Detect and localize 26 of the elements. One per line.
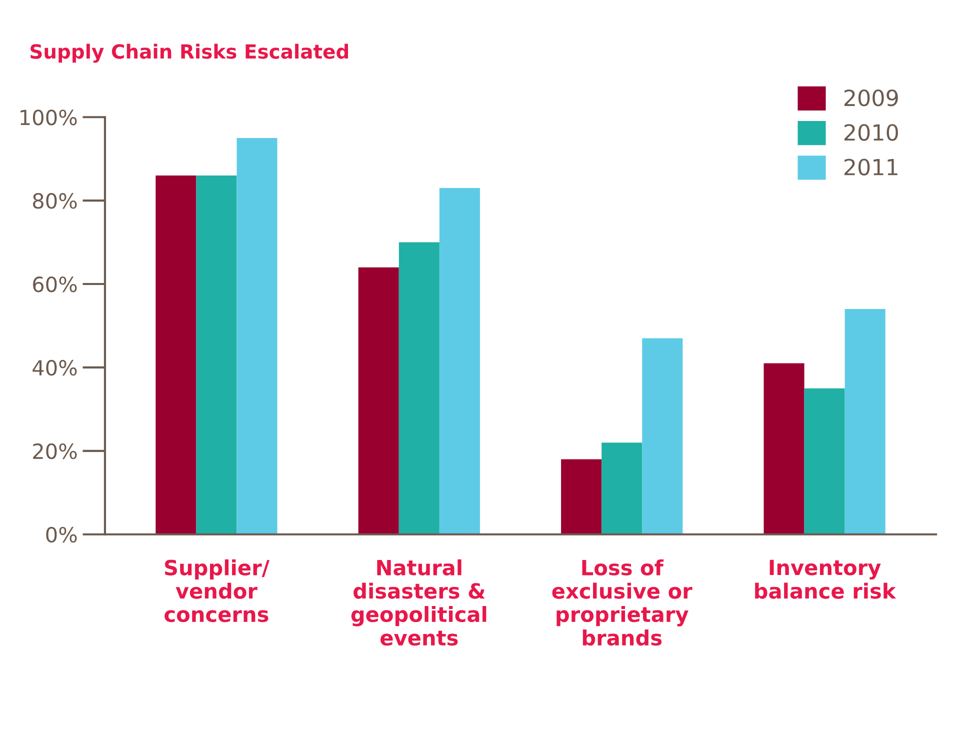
bar: [804, 388, 845, 534]
y-tick-label: 60%: [33, 276, 77, 292]
y-tick-label: 40%: [32, 360, 77, 376]
legend-label: 2011: [844, 158, 898, 176]
y-tick-label: 0%: [46, 526, 77, 543]
x-tick-label: Loss of exclusive or proprietary brands: [552, 559, 692, 646]
bar: [196, 176, 237, 534]
bar: [439, 188, 480, 534]
x-tick-label: Natural disasters & geopolitical events: [351, 559, 486, 646]
bar: [764, 363, 804, 534]
bar: [642, 338, 683, 534]
bar: [358, 267, 399, 534]
bar: [236, 138, 278, 534]
legend-label: 2010: [844, 124, 898, 141]
y-tick-label: 20%: [33, 443, 77, 460]
bar: [398, 242, 440, 534]
bar: [602, 442, 642, 534]
bar: [156, 176, 196, 534]
y-tick-label: 100%: [20, 110, 77, 126]
bar: [844, 309, 886, 534]
x-tick-label: Inventory balance risk: [755, 560, 896, 599]
bar: [561, 459, 602, 534]
x-tick-label: Supplier/ vendor concerns: [164, 559, 270, 622]
chart-title: Supply Chain Risks Escalated: [30, 44, 348, 63]
legend-label: 2009: [844, 89, 898, 106]
y-tick-label: 80%: [33, 193, 77, 209]
